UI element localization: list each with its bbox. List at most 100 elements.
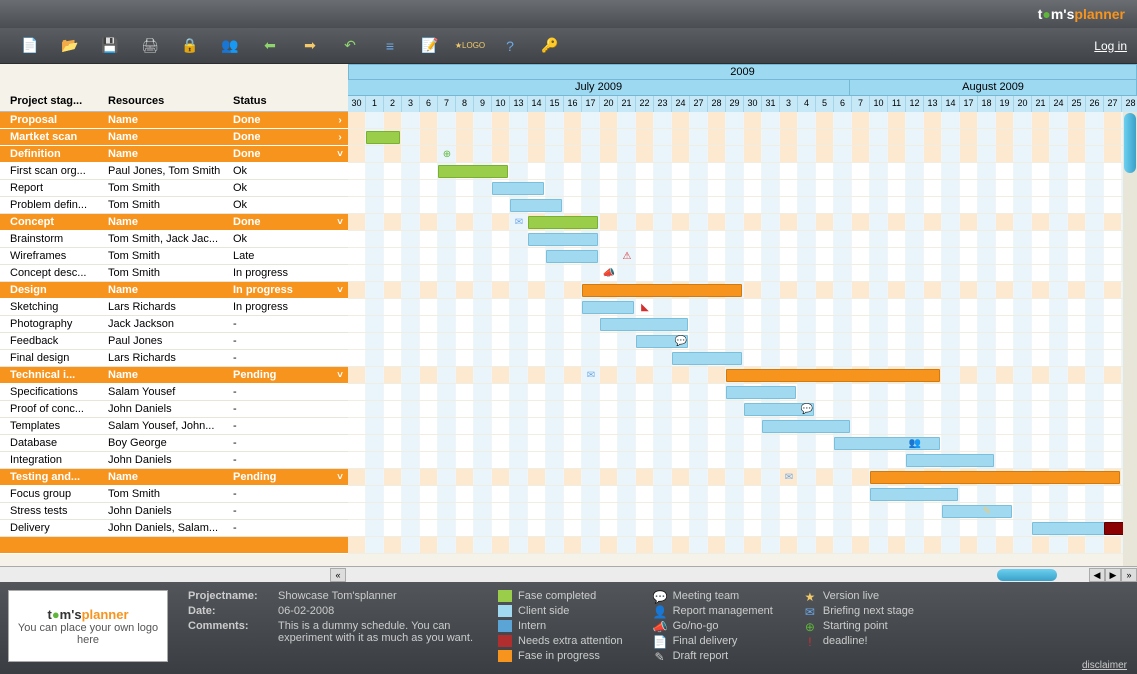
group-row[interactable]: DesignNameIn progress˅ [0, 282, 348, 299]
gantt-icon[interactable]: ✉ [783, 471, 795, 483]
undo-icon[interactable]: ↶ [336, 34, 364, 58]
task-row[interactable]: Proof of conc...John Daniels- [0, 401, 348, 418]
chevron-icon[interactable]: ˅ [332, 472, 348, 483]
timeline-day[interactable]: 7 [438, 96, 456, 112]
gantt-bar[interactable] [726, 386, 796, 399]
timeline-day[interactable]: 5 [816, 96, 834, 112]
gantt-bar[interactable] [600, 318, 688, 331]
gantt-row[interactable]: ✎ [348, 503, 1137, 520]
gantt-row[interactable]: ◣ [348, 299, 1137, 316]
timeline-day[interactable]: 21 [1032, 96, 1050, 112]
gantt-row[interactable] [348, 452, 1137, 469]
gantt-bar[interactable] [528, 216, 598, 229]
gantt-bar[interactable] [870, 488, 958, 501]
gantt-icon[interactable]: 💬 [675, 335, 687, 347]
lock-icon[interactable]: 🔒 [176, 34, 204, 58]
gantt-row[interactable] [348, 537, 1137, 554]
timeline-day[interactable]: 6 [420, 96, 438, 112]
group-row[interactable] [0, 537, 348, 554]
timeline-day[interactable]: 24 [1050, 96, 1068, 112]
timeline-day[interactable]: 12 [906, 96, 924, 112]
timeline-day[interactable]: 30 [348, 96, 366, 112]
scroll-right-button[interactable]: ▶ [1105, 568, 1121, 582]
timeline-day[interactable]: 20 [600, 96, 618, 112]
timeline-day[interactable]: 18 [978, 96, 996, 112]
timeline-day[interactable]: 9 [474, 96, 492, 112]
gantt-row[interactable] [348, 163, 1137, 180]
task-row[interactable]: TemplatesSalam Yousef, John...- [0, 418, 348, 435]
timeline-day[interactable]: 22 [636, 96, 654, 112]
task-row[interactable]: SketchingLars RichardsIn progress [0, 299, 348, 316]
gantt-row[interactable] [348, 384, 1137, 401]
group-row[interactable]: Martket scanNameDone› [0, 129, 348, 146]
timeline-day[interactable]: 26 [1086, 96, 1104, 112]
gantt-row[interactable]: ⚠ [348, 248, 1137, 265]
scroll-jump-start-button[interactable]: « [330, 568, 346, 582]
timeline-day[interactable]: 23 [654, 96, 672, 112]
timeline-day[interactable]: 14 [942, 96, 960, 112]
task-row[interactable]: IntegrationJohn Daniels- [0, 452, 348, 469]
timeline-day[interactable]: 20 [1014, 96, 1032, 112]
gantt-row[interactable]: ✉ [348, 367, 1137, 384]
gantt-row[interactable] [348, 112, 1137, 129]
scroll-track[interactable] [350, 569, 1087, 581]
chevron-icon[interactable]: ˅ [332, 370, 348, 381]
task-row[interactable]: PhotographyJack Jackson- [0, 316, 348, 333]
task-row[interactable]: WireframesTom SmithLate [0, 248, 348, 265]
timeline-day[interactable]: 24 [672, 96, 690, 112]
chevron-icon[interactable]: › [332, 115, 348, 126]
print-icon[interactable]: 🖨 [136, 34, 164, 58]
gantt-bar[interactable] [582, 284, 742, 297]
timeline-day[interactable]: 2 [384, 96, 402, 112]
gantt-row[interactable] [348, 350, 1137, 367]
task-row[interactable]: SpecificationsSalam Yousef- [0, 384, 348, 401]
timeline-day[interactable]: 6 [834, 96, 852, 112]
timeline-day[interactable]: 21 [618, 96, 636, 112]
timeline-day[interactable]: 14 [528, 96, 546, 112]
export-icon[interactable]: ➡ [296, 34, 324, 58]
task-row[interactable]: DeliveryJohn Daniels, Salam...- [0, 520, 348, 537]
logo-icon[interactable]: ★LOGO [456, 34, 484, 58]
group-row[interactable]: Testing and...NamePending˅ [0, 469, 348, 486]
timeline-day[interactable]: 30 [744, 96, 762, 112]
gantt-bar[interactable] [510, 199, 562, 212]
gantt-icon[interactable]: 📣 [603, 267, 615, 279]
gantt-row[interactable] [348, 197, 1137, 214]
timeline-day[interactable]: 28 [708, 96, 726, 112]
gantt-bar[interactable] [492, 182, 544, 195]
doc-icon[interactable]: 📝 [416, 34, 444, 58]
timeline-day[interactable]: 25 [1068, 96, 1086, 112]
help-icon[interactable]: ? [496, 34, 524, 58]
task-row[interactable]: ReportTom SmithOk [0, 180, 348, 197]
timeline-day[interactable]: 10 [870, 96, 888, 112]
new-file-icon[interactable]: 📄 [16, 34, 44, 58]
import-icon[interactable]: ⬅ [256, 34, 284, 58]
settings-icon[interactable]: ≡ [376, 34, 404, 58]
chevron-icon[interactable]: ˅ [332, 285, 348, 296]
timeline-day[interactable]: 31 [762, 96, 780, 112]
gantt-bar[interactable] [834, 437, 940, 450]
timeline-day[interactable]: 3 [780, 96, 798, 112]
open-icon[interactable]: 📂 [56, 34, 84, 58]
gantt-bar[interactable] [546, 250, 598, 263]
gantt-bar[interactable] [726, 369, 940, 382]
gantt-row[interactable]: ✉ [348, 469, 1137, 486]
group-row[interactable]: Technical i...NamePending˅ [0, 367, 348, 384]
timeline-day[interactable]: 13 [924, 96, 942, 112]
timeline-day[interactable]: 13 [510, 96, 528, 112]
gantt-row[interactable]: 💬 [348, 401, 1137, 418]
gantt-row[interactable] [348, 129, 1137, 146]
group-row[interactable]: DefinitionNameDone˅ [0, 146, 348, 163]
group-row[interactable]: ProposalNameDone› [0, 112, 348, 129]
gantt-icon[interactable]: ✎ [981, 505, 993, 517]
timeline-day[interactable]: 27 [690, 96, 708, 112]
gantt-row[interactable]: ⊕ [348, 146, 1137, 163]
task-row[interactable]: First scan org...Paul Jones, Tom SmithOk [0, 163, 348, 180]
timeline-day[interactable]: 3 [402, 96, 420, 112]
gantt-row[interactable] [348, 316, 1137, 333]
gantt-bar[interactable] [366, 131, 400, 144]
timeline-day[interactable]: 1 [366, 96, 384, 112]
task-row[interactable]: Problem defin...Tom SmithOk [0, 197, 348, 214]
key-icon[interactable]: 🔑 [536, 34, 564, 58]
gantt-icon[interactable]: 👥 [909, 437, 921, 449]
